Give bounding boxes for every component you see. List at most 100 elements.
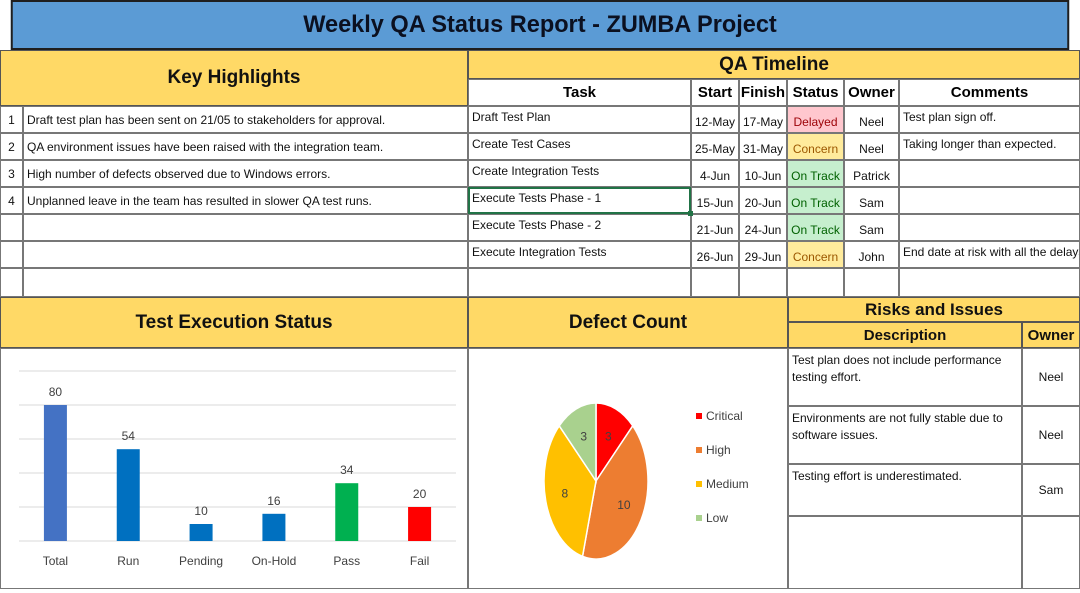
start-date-cell[interactable]: 25-May bbox=[691, 133, 739, 160]
status-cell[interactable]: On Track bbox=[787, 214, 844, 241]
highlight-number-cell[interactable]: 1 bbox=[0, 106, 23, 133]
highlight-text-cell[interactable]: Draft test plan has been sent on 21/05 t… bbox=[23, 106, 468, 133]
col-finish: Finish bbox=[739, 79, 787, 106]
status-cell[interactable]: On Track bbox=[787, 160, 844, 187]
qa-timeline-header: QA Timeline bbox=[468, 50, 1080, 79]
bar-fail bbox=[408, 507, 432, 541]
owner-cell[interactable]: Neel bbox=[844, 133, 899, 160]
task-cell[interactable]: Create Test Cases bbox=[468, 133, 691, 160]
defect-count-pie-chart: 3 10 8 3 Critical High Medium Low bbox=[543, 402, 749, 560]
owner-cell[interactable]: Sam bbox=[844, 187, 899, 214]
bar-value-label: 10 bbox=[194, 504, 208, 518]
col-owner: Owner bbox=[844, 79, 899, 106]
status-cell[interactable]: Concern bbox=[787, 133, 844, 160]
legend-swatch bbox=[696, 481, 702, 487]
legend-swatch bbox=[696, 413, 702, 419]
task-cell[interactable]: Draft Test Plan bbox=[468, 106, 691, 133]
bar-category-label: Pending bbox=[179, 554, 223, 568]
highlight-number-cell[interactable]: 3 bbox=[0, 160, 23, 187]
status-cell[interactable] bbox=[787, 268, 844, 297]
col-status: Status bbox=[787, 79, 844, 106]
test-execution-panel: 80 Total 54 Run 10 Pending 16 On-Hold 34 Pass 20 Fa… bbox=[0, 348, 468, 589]
comment-cell[interactable] bbox=[899, 214, 1080, 241]
risk-owner-cell[interactable]: Sam bbox=[1022, 464, 1080, 516]
highlight-number-cell[interactable] bbox=[0, 214, 23, 241]
pie-value-label: 10 bbox=[617, 498, 631, 512]
task-cell[interactable]: Execute Tests Phase - 1 bbox=[468, 187, 691, 214]
key-highlights-header: Key Highlights bbox=[0, 50, 468, 106]
owner-cell[interactable]: John bbox=[844, 241, 899, 268]
owner-cell[interactable]: Patrick bbox=[844, 160, 899, 187]
col-comments: Comments bbox=[899, 79, 1080, 106]
test-execution-bar-chart: 80 Total 54 Run 10 Pending 16 On-Hold 34 Pass 20 Fa… bbox=[19, 370, 456, 568]
finish-date-cell[interactable]: 20-Jun bbox=[739, 187, 787, 214]
start-date-cell[interactable] bbox=[691, 268, 739, 297]
comment-cell[interactable] bbox=[899, 160, 1080, 187]
start-date-cell[interactable]: 4-Jun bbox=[691, 160, 739, 187]
owner-cell[interactable]: Sam bbox=[844, 214, 899, 241]
start-date-cell[interactable]: 12-May bbox=[691, 106, 739, 133]
bar-run bbox=[116, 449, 140, 541]
task-cell[interactable]: Execute Tests Phase - 2 bbox=[468, 214, 691, 241]
legend-label: Critical bbox=[706, 409, 743, 423]
risk-owner-cell[interactable] bbox=[1022, 516, 1080, 589]
highlight-text-cell[interactable]: QA environment issues have been raised w… bbox=[23, 133, 468, 160]
highlight-text-cell[interactable] bbox=[23, 241, 468, 268]
comment-cell[interactable]: End date at risk with all the delays. bbox=[899, 241, 1080, 268]
risk-owner-cell[interactable]: Neel bbox=[1022, 406, 1080, 464]
bar-value-label: 34 bbox=[340, 463, 354, 477]
comment-cell[interactable]: Test plan sign off. bbox=[899, 106, 1080, 133]
finish-date-cell[interactable]: 17-May bbox=[739, 106, 787, 133]
bar-category-label: Pass bbox=[333, 554, 360, 568]
finish-date-cell[interactable] bbox=[739, 268, 787, 297]
col-task: Task bbox=[468, 79, 691, 106]
task-cell[interactable]: Execute Integration Tests bbox=[468, 241, 691, 268]
legend-label: High bbox=[706, 443, 731, 457]
finish-date-cell[interactable]: 10-Jun bbox=[739, 160, 787, 187]
highlight-text-cell[interactable] bbox=[23, 214, 468, 241]
highlight-text-cell[interactable] bbox=[23, 268, 468, 297]
finish-date-cell[interactable]: 24-Jun bbox=[739, 214, 787, 241]
comment-cell[interactable] bbox=[899, 187, 1080, 214]
start-date-cell[interactable]: 15-Jun bbox=[691, 187, 739, 214]
col-start: Start bbox=[691, 79, 739, 106]
risk-description-cell[interactable]: Test plan does not include performance t… bbox=[788, 348, 1022, 406]
legend-swatch bbox=[696, 447, 702, 453]
report-title: Weekly QA Status Report - ZUMBA Project bbox=[10, 0, 1070, 50]
start-date-cell[interactable]: 21-Jun bbox=[691, 214, 739, 241]
comment-cell[interactable] bbox=[899, 268, 1080, 297]
risk-description-cell[interactable]: Environments are not fully stable due to… bbox=[788, 406, 1022, 464]
highlight-number-cell[interactable]: 4 bbox=[0, 187, 23, 214]
defect-count-header: Defect Count bbox=[468, 297, 788, 348]
highlight-text-cell[interactable]: Unplanned leave in the team has resulted… bbox=[23, 187, 468, 214]
highlight-number-cell[interactable] bbox=[0, 241, 23, 268]
bar-value-label: 16 bbox=[267, 494, 281, 508]
risk-owner-cell[interactable]: Neel bbox=[1022, 348, 1080, 406]
status-cell[interactable]: Delayed bbox=[787, 106, 844, 133]
task-cell[interactable] bbox=[468, 268, 691, 297]
start-date-cell[interactable]: 26-Jun bbox=[691, 241, 739, 268]
bar-category-label: Total bbox=[43, 554, 68, 568]
legend-label: Medium bbox=[706, 477, 749, 491]
risk-description-cell[interactable]: Testing effort is underestimated. bbox=[788, 464, 1022, 516]
highlight-number-cell[interactable]: 2 bbox=[0, 133, 23, 160]
finish-date-cell[interactable]: 29-Jun bbox=[739, 241, 787, 268]
status-cell[interactable]: On Track bbox=[787, 187, 844, 214]
pie-slice-critical bbox=[595, 402, 634, 484]
highlight-text-cell[interactable]: High number of defects observed due to W… bbox=[23, 160, 468, 187]
selection-fill-handle[interactable] bbox=[688, 211, 693, 216]
owner-cell[interactable] bbox=[844, 268, 899, 297]
pie-value-label: 3 bbox=[580, 429, 587, 443]
test-execution-header: Test Execution Status bbox=[0, 297, 468, 348]
status-cell[interactable]: Concern bbox=[787, 241, 844, 268]
bar-value-label: 54 bbox=[122, 429, 136, 443]
highlight-number-cell[interactable] bbox=[0, 268, 23, 297]
col-risk-description: Description bbox=[788, 322, 1022, 348]
risks-issues-header: Risks and Issues bbox=[788, 297, 1080, 322]
comment-cell[interactable]: Taking longer than expected. bbox=[899, 133, 1080, 160]
finish-date-cell[interactable]: 31-May bbox=[739, 133, 787, 160]
task-cell[interactable]: Create Integration Tests bbox=[468, 160, 691, 187]
risk-description-cell[interactable] bbox=[788, 516, 1022, 589]
owner-cell[interactable]: Neel bbox=[844, 106, 899, 133]
bar-total bbox=[43, 405, 67, 541]
